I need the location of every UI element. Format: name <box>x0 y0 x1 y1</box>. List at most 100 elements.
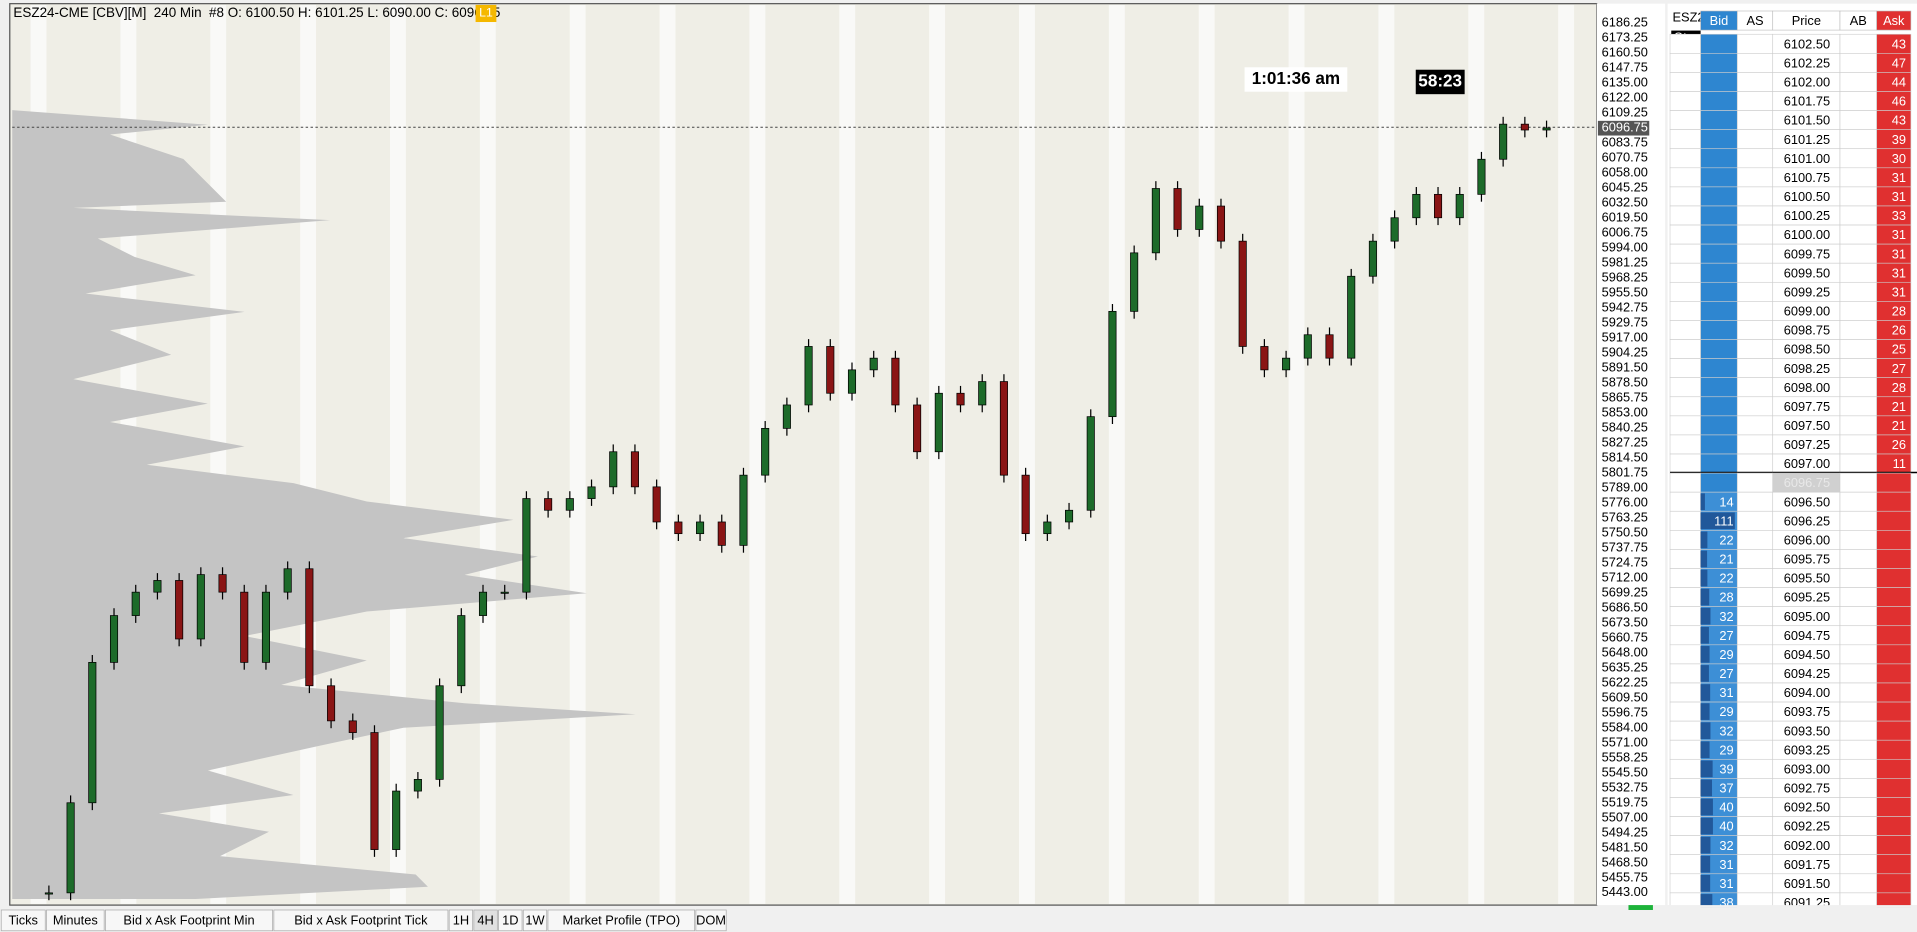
session-stripe <box>1108 4 1125 904</box>
dom-cell <box>1839 587 1877 607</box>
tab-label[interactable]: Minutes <box>53 912 98 927</box>
dom-cell <box>1669 434 1701 455</box>
tab-label[interactable]: 4H <box>477 912 493 927</box>
dom-cell <box>1736 33 1774 54</box>
dom-bid: 22 <box>1719 571 1733 586</box>
dom-cell <box>1669 110 1701 130</box>
bid-size-bar <box>1700 817 1713 835</box>
bid-size-bar <box>1700 741 1710 759</box>
dom-bid: 29 <box>1719 742 1733 757</box>
dom-price: 6099.00 <box>1784 304 1830 319</box>
dom-cell <box>1700 377 1738 398</box>
tab[interactable] <box>522 909 548 932</box>
dom-price: 6098.75 <box>1784 323 1830 338</box>
dom-cell <box>1876 625 1912 646</box>
price-label: 5814.50 <box>1602 449 1648 464</box>
dom-ask: 47 <box>1892 55 1906 70</box>
tab-label[interactable]: 1H <box>453 912 469 927</box>
dom-bid: 31 <box>1719 685 1733 700</box>
dom-ask: 31 <box>1892 227 1906 242</box>
price-label: 5584.00 <box>1602 719 1648 734</box>
tab[interactable] <box>547 909 696 932</box>
session-stripe <box>929 4 946 904</box>
tab-label[interactable]: Market Profile (TPO) <box>563 912 681 927</box>
dom-symbol: ESZ2 <box>1672 10 1704 25</box>
dom-ask: 46 <box>1892 94 1906 109</box>
tab-label[interactable]: Ticks <box>9 912 38 927</box>
candle <box>761 427 770 476</box>
dom-cell <box>1669 186 1701 207</box>
dom-cell <box>1669 606 1701 627</box>
tab-label[interactable]: Bid x Ask Footprint Tick <box>294 912 428 927</box>
dom-cell <box>1876 758 1912 779</box>
bid-size-bar <box>1700 493 1705 511</box>
candle <box>175 580 184 640</box>
session-stripe <box>1558 4 1575 904</box>
candle <box>348 720 357 733</box>
dom-cell <box>1736 797 1774 817</box>
dom-cell <box>1736 301 1774 321</box>
dom-cell <box>1700 358 1738 378</box>
dom-cell <box>1669 701 1701 722</box>
dom-price: 6095.50 <box>1784 571 1830 586</box>
candle <box>652 486 661 523</box>
dom-cell <box>1669 243 1701 264</box>
bid-size-bar <box>1700 588 1710 606</box>
dom-cell <box>1700 339 1738 359</box>
dom-cell <box>1839 835 1877 856</box>
dom-cell <box>1839 797 1877 817</box>
dom-bid: 40 <box>1719 819 1733 834</box>
dom-price: 6095.75 <box>1784 552 1830 567</box>
dom-price: 6099.75 <box>1784 246 1830 261</box>
tab[interactable] <box>448 909 474 932</box>
dom-cell <box>1669 816 1701 836</box>
tab-label[interactable]: 1W <box>525 912 545 927</box>
dom-cell <box>1736 625 1774 646</box>
dom-cell <box>1736 720 1774 741</box>
tab[interactable] <box>498 909 523 932</box>
tab-label[interactable]: Bid x Ask Footprint Min <box>123 912 254 927</box>
tab[interactable] <box>273 909 449 932</box>
price-label: 5468.50 <box>1602 854 1648 869</box>
tab-label[interactable]: 1D <box>502 912 518 927</box>
candle <box>565 498 574 511</box>
tab[interactable] <box>473 909 498 932</box>
dom-cell <box>1839 682 1877 703</box>
dom-cell <box>1876 835 1912 856</box>
tab[interactable] <box>46 909 105 932</box>
tab[interactable] <box>695 909 727 932</box>
dom-cell <box>1669 549 1701 569</box>
dom-cell <box>1876 606 1912 627</box>
candle <box>696 521 705 535</box>
candle <box>1499 123 1508 160</box>
dom-cell <box>1669 453 1701 474</box>
candle <box>261 591 270 663</box>
candle <box>1065 509 1074 523</box>
price-label: 5660.75 <box>1602 629 1648 644</box>
tab[interactable] <box>0 909 46 932</box>
dom-cell <box>1839 243 1877 264</box>
candle <box>630 451 639 488</box>
candle <box>1108 310 1117 418</box>
candle <box>1130 252 1139 312</box>
price-label: 5853.00 <box>1602 404 1648 419</box>
dom-ask: 28 <box>1892 304 1906 319</box>
candle <box>240 591 249 663</box>
tab[interactable] <box>105 909 274 932</box>
candle <box>1412 193 1421 219</box>
dom-cell <box>1876 530 1912 550</box>
dom-ask: 21 <box>1892 418 1906 433</box>
price-label: 5968.25 <box>1602 270 1648 285</box>
candle <box>978 381 987 406</box>
dom-cell <box>1736 53 1774 73</box>
session-stripe <box>1468 4 1485 904</box>
tab-label[interactable]: DOM <box>696 912 726 927</box>
price-label: 6173.25 <box>1602 30 1648 45</box>
badge-bg <box>475 4 497 23</box>
session-stripe <box>1198 4 1215 904</box>
dom-cell <box>1669 510 1701 531</box>
dom-cell <box>1736 835 1774 856</box>
dom-price: 6101.25 <box>1784 132 1830 147</box>
dom-cell <box>1700 301 1738 321</box>
